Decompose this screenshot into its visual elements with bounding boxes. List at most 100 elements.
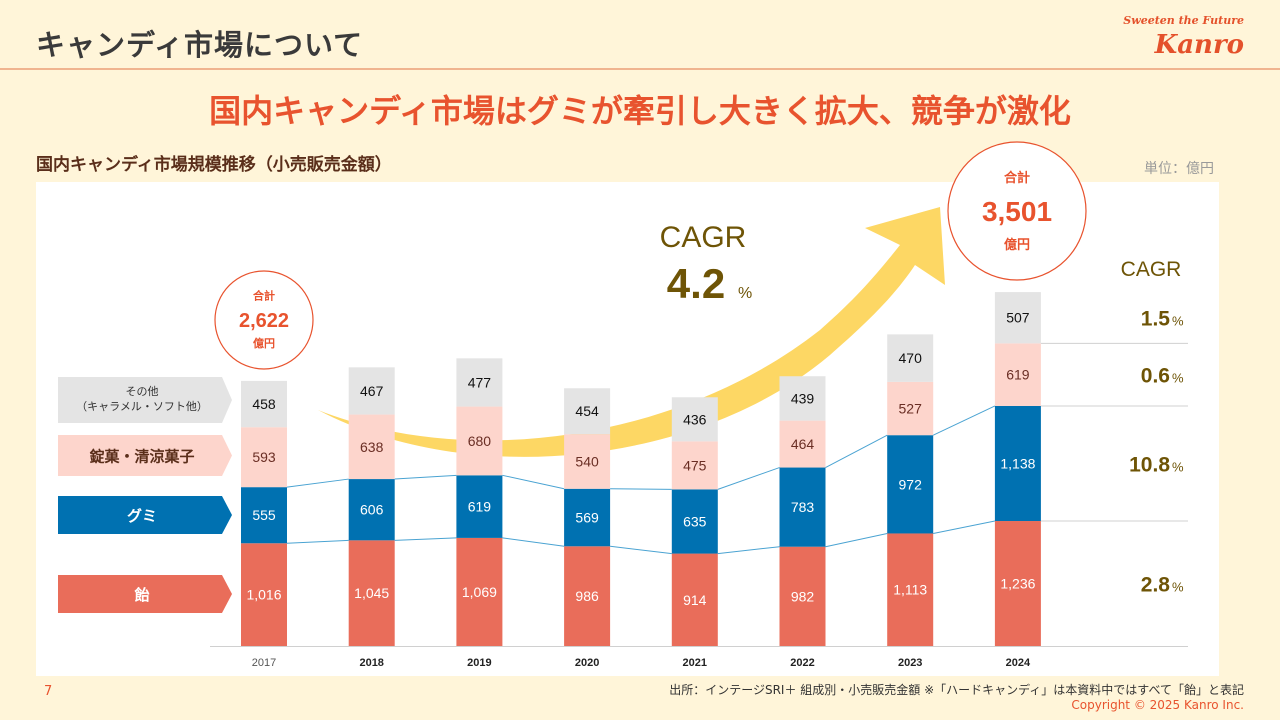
bar-value-label: 477 [468,374,492,390]
bar-segment-tablet [779,420,826,468]
bar-value-label: 454 [575,403,599,419]
bar-value-label: 635 [683,513,707,529]
bar-value-label: 914 [683,592,707,608]
bar-value-label: 555 [252,507,276,523]
bar-segment-other [241,380,287,428]
overall-cagr-label: CAGR [660,221,747,254]
connector-line [825,434,888,468]
connector-line [394,537,457,541]
bar-segment-ame [348,540,395,646]
legend-sublabel: （キャラメル・ソフト他） [76,400,208,413]
bar-segment-gummy [241,487,287,544]
segment-cagr-suffix: % [1172,580,1184,595]
bar-value-label: 1,045 [354,585,389,601]
x-tick-label: 2022 [790,657,814,669]
bar-value-label: 436 [683,411,707,427]
bar-segment-ame [779,546,826,646]
connector-line [717,546,780,555]
bar-segment-tablet [348,414,395,480]
bar-segment-ame [887,533,934,646]
bar-value-label: 507 [1006,310,1030,326]
total-circle [214,270,314,370]
bar-value-label: 982 [791,588,815,604]
bar-segment-gummy [348,479,395,541]
bar-value-label: 593 [252,449,276,465]
legend-label: グミ [127,507,157,525]
overall-cagr-suffix: % [738,285,752,302]
brand-tagline: Sweeten the Future [1123,14,1244,27]
headline: 国内キャンディ市場はグミが牽引し大きく拡大、競争が激化 [209,92,1071,130]
bar-value-label: 569 [575,510,599,526]
bar-value-label: 475 [683,457,707,473]
bar-value-label: 470 [899,350,923,366]
segment-cagr-suffix: % [1172,371,1184,386]
connector-line [825,532,888,548]
bar-value-label: 1,113 [893,582,927,598]
connector-line [610,545,672,555]
bar-segment-gummy [887,435,934,534]
bar-segment-tablet [564,434,611,489]
chart-subtitle: 国内キャンディ市場規模推移（小売販売金額） [36,155,392,175]
legend-label: 飴 [133,586,149,604]
bar-value-label: 527 [899,401,923,417]
kanro-logo: Kanro [1154,30,1244,60]
legend-tag-gummy [58,496,232,534]
bar-value-label: 638 [360,439,384,455]
copyright: Copyright © 2025 Kanro Inc. [1071,698,1244,712]
bar-segment-other [564,388,611,435]
page-number: 7 [44,684,53,699]
bar-value-label: 986 [575,588,599,604]
bar-segment-tablet [241,427,287,488]
legend-label: 錠菓・清涼菓子 [89,448,194,466]
x-tick-label: 2023 [898,657,922,669]
bar-value-label: 680 [468,433,492,449]
bar-value-label: 458 [252,396,276,412]
bar-value-label: 464 [791,436,815,452]
x-tick-label: 2019 [467,657,491,669]
header-divider [0,68,1280,70]
page-title: キャンディ市場について [36,28,364,62]
connector-line [932,405,996,436]
bar-segment-ame [456,537,503,646]
x-tick-label: 2024 [1006,657,1031,669]
bar-segment-ame [994,521,1041,646]
segment-cagr-header: CAGR [1121,258,1182,281]
bar-segment-ame [671,553,718,646]
bar-value-label: 1,016 [246,587,281,603]
total-unit: 億円 [253,336,275,350]
legend-tag-tablet [58,435,232,476]
bar-value-label: 606 [360,502,384,518]
bar-segment-other [456,358,503,407]
bar-segment-ame [564,546,611,646]
segment-cagr-value-gummy: 10.8 [1129,453,1170,476]
total-value: 2,622 [239,310,289,332]
legend-tag-ame [58,575,232,613]
bar-segment-gummy [994,405,1041,522]
bar-value-label: 972 [899,476,923,492]
total-circle [947,141,1087,281]
segment-cagr-value-ame: 2.8 [1141,574,1171,597]
source-note: 出所：インテージSRI＋ 組成別・小売販売金額 ※「ハードキャンディ」は本資料中… [669,683,1244,697]
total-unit: 億円 [1004,237,1030,252]
bar-value-label: 1,236 [1000,576,1035,592]
x-tick-label: 2021 [683,657,707,669]
total-value: 3,501 [982,196,1052,227]
growth-arrow [318,207,945,457]
bar-segment-other [994,292,1041,344]
total-label: 合計 [253,288,275,302]
segment-cagr-suffix: % [1172,314,1184,329]
bar-value-label: 1,069 [462,584,497,600]
bar-segment-tablet [887,381,934,436]
legend-tag-other [58,377,232,423]
bar-value-label: 783 [791,499,815,515]
segment-cagr-value-other: 1.5 [1141,308,1171,331]
x-tick-label: 2020 [575,657,599,669]
x-tick-label: 2018 [359,657,383,669]
bar-value-label: 467 [360,383,384,399]
connector-line [394,474,457,480]
segment-cagr-value-tablet: 0.6 [1141,365,1170,388]
bar-value-label: 619 [468,499,492,515]
bar-segment-other [348,367,395,415]
bar-segment-tablet [994,343,1041,406]
